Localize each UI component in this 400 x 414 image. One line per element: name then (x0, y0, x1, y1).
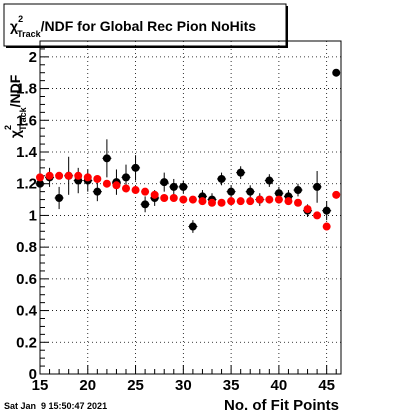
red-data-point (274, 195, 283, 204)
black-data-point (274, 189, 283, 198)
y-tick-label: 1 (29, 207, 37, 224)
red-data-point (227, 197, 236, 206)
red-data-point (313, 211, 322, 220)
black-data-point (93, 187, 102, 196)
x-tick-label: 15 (32, 377, 49, 394)
y-tick-label: 2 (29, 49, 37, 66)
black-data-point (36, 179, 44, 188)
red-data-point (64, 171, 73, 180)
black-data-point (122, 173, 130, 182)
title-box-frame (3, 3, 287, 47)
red-data-point (236, 197, 245, 206)
x-tick-label: 35 (223, 377, 240, 394)
red-data-point (246, 197, 255, 206)
red-data-point (198, 197, 207, 206)
red-data-point (294, 198, 302, 207)
y-tick-label: 1.4 (16, 144, 38, 161)
black-data-point (102, 154, 111, 163)
red-data-point (55, 171, 64, 180)
black-data-point (265, 176, 274, 185)
black-data-point (179, 182, 188, 191)
series-markers (36, 68, 341, 231)
red-data-point (179, 195, 188, 204)
red-data-point (150, 190, 159, 199)
timestamp: Sat Jan 9 15:50:47 2021 (4, 401, 107, 411)
y-tick-label: 1.6 (16, 112, 37, 129)
x-tick-label: 45 (318, 377, 335, 394)
black-data-point (169, 182, 178, 191)
x-axis: 15 20 25 30 35 40 45 (32, 365, 337, 394)
red-data-point (265, 195, 274, 204)
y-tick-label: 1.8 (16, 81, 37, 98)
black-data-point (55, 193, 64, 202)
title-box: χ2 Track/NDF for Global Rec Pion NoHits (3, 3, 288, 48)
black-data-point (313, 182, 322, 191)
y-tick-label: 0.2 (16, 334, 37, 351)
y-tick-label: 0.4 (16, 303, 38, 320)
red-data-point (122, 184, 130, 193)
black-data-point (227, 187, 236, 196)
red-data-point (160, 193, 169, 202)
x-tick-label: 20 (79, 377, 96, 394)
red-data-point (36, 173, 44, 182)
red-data-point (112, 181, 121, 190)
y-axis-label: χ2 Track/NDF (3, 74, 28, 138)
y-tick-label: 1.2 (16, 176, 37, 193)
red-data-point (284, 197, 293, 206)
red-data-point (45, 171, 54, 180)
red-data-point (208, 198, 216, 207)
black-data-point (160, 178, 169, 187)
black-data-point (141, 200, 150, 209)
title-box-shadow-right (286, 6, 288, 48)
black-data-point (217, 174, 226, 183)
red-data-point (322, 222, 331, 231)
y-axis: 0 0.2 0.4 0.6 0.8 1 1.2 1.4 1.6 1.8 2 (16, 40, 49, 383)
y-tick-label: 0 (29, 366, 37, 383)
red-data-point (141, 187, 150, 196)
red-data-point (188, 195, 197, 204)
black-data-point (332, 68, 341, 77)
x-tick-label: 40 (271, 377, 288, 394)
x-tick-label: 30 (175, 377, 192, 394)
x-axis-label: No. of Fit Points (224, 397, 339, 414)
red-data-point (131, 186, 140, 195)
y-tick-label: 0.6 (16, 271, 37, 288)
black-data-point (188, 222, 197, 231)
red-data-point (255, 195, 264, 204)
black-data-point (131, 163, 140, 172)
black-data-point (294, 186, 302, 195)
red-data-point (102, 179, 111, 188)
y-tick-label: 0.8 (16, 239, 37, 256)
red-data-point (74, 171, 83, 180)
black-data-point (236, 168, 245, 177)
red-data-point (169, 193, 178, 202)
red-data-point (332, 190, 341, 199)
black-data-point (246, 187, 255, 196)
red-data-point (93, 174, 102, 183)
red-data-point (83, 173, 92, 182)
x-tick-label: 25 (127, 377, 144, 394)
chart-title: χ2 Track/NDF for Global Rec Pion NoHits (10, 14, 256, 39)
red-data-point (217, 198, 226, 207)
black-data-point (322, 206, 331, 215)
title-box-shadow-bottom (6, 46, 286, 48)
red-data-point (303, 205, 312, 214)
